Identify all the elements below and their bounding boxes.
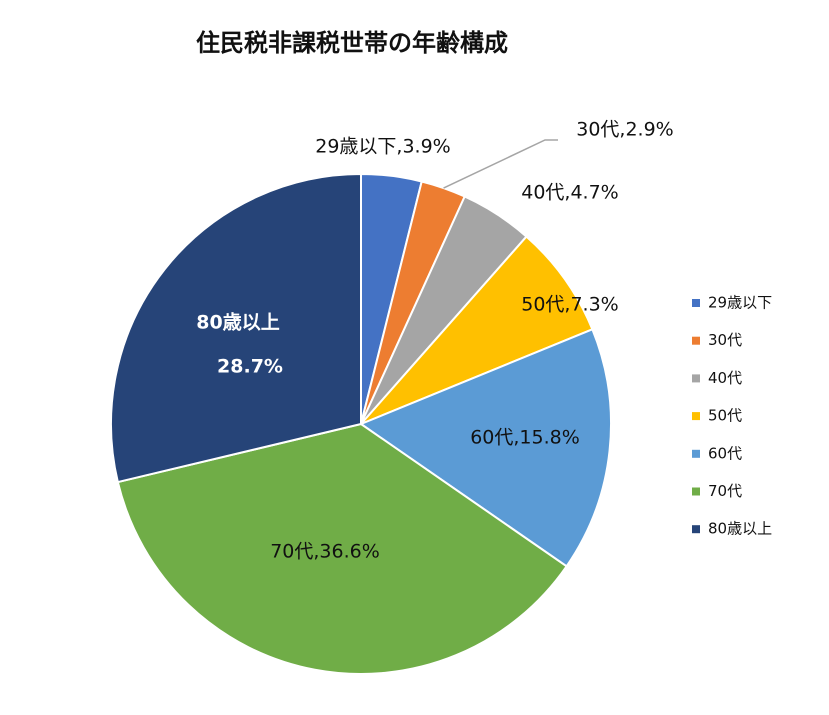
legend-label: 40代 [708,369,742,387]
pie-slice [358,328,612,568]
data-label: 50代,7.3% [521,294,619,316]
legend-swatch [692,487,700,496]
chart-title: 住民税非課税世帯の年齢構成 [196,29,508,57]
pie-slice [110,172,362,484]
data-label: 29歳以下,3.9% [315,136,451,158]
legend-label: 70代 [708,482,742,500]
legend-label: 50代 [708,407,742,425]
legend-label: 30代 [708,331,742,349]
data-label: 70代,36.6% [270,541,380,563]
data-label: 28.7% [217,356,283,378]
data-label: 30代,2.9% [576,119,674,141]
legend-swatch [692,525,700,534]
legend-swatch [692,374,700,383]
legend-label: 80歳以上 [708,520,772,538]
pie-slice [360,235,594,425]
legend-swatch [692,299,700,307]
legend-label: 29歳以下 [708,294,772,312]
legend-swatch [692,412,700,421]
pie-slice [116,422,568,675]
data-label: 60代,15.8% [470,427,580,449]
legend-label: 60代 [708,444,742,462]
data-label: 40代,4.7% [521,182,619,204]
legend-swatch [692,449,700,458]
legend-swatch [692,336,700,345]
leader-line [443,139,558,189]
data-label-category: 80歳以上 [196,312,279,334]
